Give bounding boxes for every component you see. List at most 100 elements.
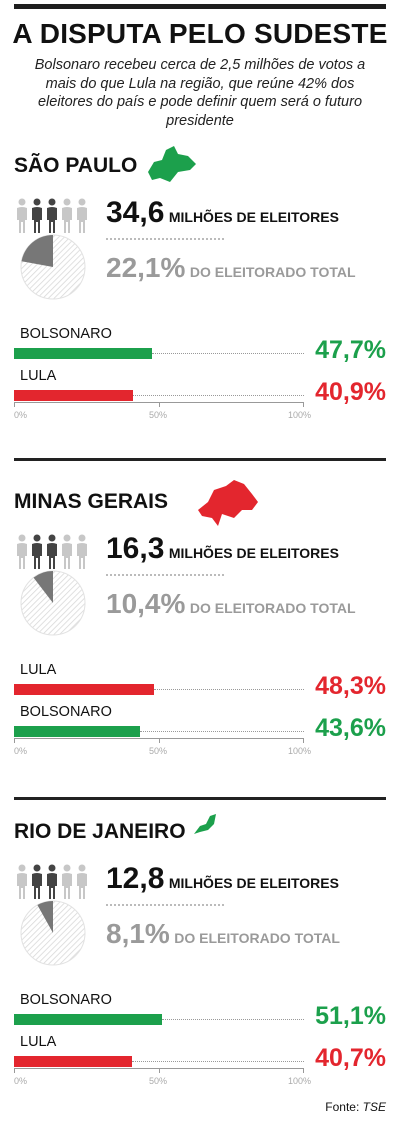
candidate-label: BOLSONARO <box>20 704 112 720</box>
people-silhouettes-icon <box>17 534 87 569</box>
leader-line <box>152 353 304 354</box>
x-tick <box>14 739 15 743</box>
state-map-icon <box>148 146 196 182</box>
x-axis <box>14 402 304 403</box>
x-axis <box>14 738 304 739</box>
electorate-share: 22,1% DO ELEITORADO TOTAL <box>106 252 356 284</box>
state-map-icon <box>194 814 216 834</box>
dotted-divider <box>106 238 224 240</box>
vote-bars: BOLSONARO 47,7% LULA 40,9% 0% 50% 100% <box>0 312 400 432</box>
voters-number: 12,8 <box>106 862 165 895</box>
dotted-divider <box>106 904 224 906</box>
person-silhouette <box>32 864 42 899</box>
candidate-label: BOLSONARO <box>20 992 112 1008</box>
x-tick-label: 100% <box>288 410 312 420</box>
section-divider <box>14 797 386 800</box>
page-title: A DISPUTA PELO SUDESTE <box>12 18 388 49</box>
state-title: SÃO PAULO <box>14 154 138 177</box>
candidate-percent: 40,7% <box>315 1044 386 1072</box>
voters-number: 34,6 <box>106 196 165 229</box>
person-silhouette <box>47 534 57 569</box>
leader-line <box>154 689 304 690</box>
leader-line <box>140 731 304 732</box>
share-label: DO ELEITORADO TOTAL <box>174 930 340 946</box>
leader-line <box>132 1061 304 1062</box>
page-subtitle: Bolsonaro recebeu cerca de 2,5 milhões d… <box>34 57 366 129</box>
leader-line <box>162 1019 304 1020</box>
vote-bars: LULA 48,3% BOLSONARO 43,6% 0% 50% 100% <box>0 648 400 768</box>
person-silhouette <box>62 864 72 899</box>
state-title: MINAS GERAIS <box>14 490 169 513</box>
person-silhouette <box>47 198 57 233</box>
state-section-rio-de-janeiro: RIO DE JANEIRO 12,8 MILHÕES DE ELEITORES… <box>0 814 400 1120</box>
share-label: DO ELEITORADO TOTAL <box>189 264 356 280</box>
source-note: Fonte: TSE <box>325 1100 386 1114</box>
x-tick <box>303 403 304 407</box>
candidate-bar <box>14 390 133 401</box>
vote-bars: BOLSONARO 51,1% LULA 40,7% 0% 50% 100% <box>0 978 400 1098</box>
voters-total: 12,8 MILHÕES DE ELEITORES <box>106 862 339 896</box>
x-tick-label: 0% <box>14 746 28 756</box>
person-silhouette <box>47 864 57 899</box>
share-label: DO ELEITORADO TOTAL <box>189 600 356 616</box>
person-silhouette <box>17 864 27 899</box>
x-tick <box>14 1069 15 1073</box>
electorate-share: 10,4% DO ELEITORADO TOTAL <box>106 588 356 620</box>
dotted-divider <box>106 574 224 576</box>
x-tick-label: 50% <box>149 746 168 756</box>
x-axis <box>14 1068 304 1069</box>
state-section-minas-gerais: MINAS GERAIS 16,3 MILHÕES DE ELEITORES 1… <box>0 480 400 790</box>
person-silhouette <box>62 534 72 569</box>
state-map-icon <box>198 480 258 526</box>
x-tick <box>303 739 304 743</box>
share-percent: 8,1% <box>106 918 170 949</box>
x-tick-label: 0% <box>14 1076 28 1086</box>
share-percent: 10,4% <box>106 588 186 619</box>
person-silhouette <box>17 534 27 569</box>
pie-share-slice <box>33 571 53 603</box>
pie-share-slice <box>37 901 53 933</box>
source-label: Fonte: <box>325 1100 360 1114</box>
x-tick <box>159 403 160 407</box>
person-silhouette <box>17 198 27 233</box>
share-percent: 22,1% <box>106 252 186 283</box>
candidate-bar <box>14 726 141 737</box>
candidate-percent: 48,3% <box>315 672 386 700</box>
electorate-share-pie <box>20 234 86 300</box>
candidate-label: LULA <box>20 368 57 384</box>
person-silhouette <box>62 198 72 233</box>
x-tick-label: 50% <box>149 410 168 420</box>
candidate-label: BOLSONARO <box>20 326 112 342</box>
electorate-share: 8,1% DO ELEITORADO TOTAL <box>106 918 340 950</box>
x-tick <box>14 403 15 407</box>
source-name: TSE <box>362 1100 386 1114</box>
x-tick-label: 100% <box>288 1076 312 1086</box>
x-tick-label: 100% <box>288 746 312 756</box>
x-tick <box>159 1069 160 1073</box>
candidate-percent: 51,1% <box>315 1002 386 1030</box>
voters-total: 34,6 MILHÕES DE ELEITORES <box>106 196 339 230</box>
candidate-label: LULA <box>20 1034 57 1050</box>
person-silhouette <box>32 534 42 569</box>
x-tick <box>303 1069 304 1073</box>
candidate-bar <box>14 348 153 359</box>
candidate-bar <box>14 1056 133 1067</box>
x-tick <box>159 739 160 743</box>
voters-label: MILHÕES DE ELEITORES <box>168 209 339 225</box>
voters-label: MILHÕES DE ELEITORES <box>168 875 339 891</box>
x-tick-label: 50% <box>149 1076 168 1086</box>
voters-label: MILHÕES DE ELEITORES <box>168 545 339 561</box>
candidate-percent: 43,6% <box>315 714 386 742</box>
voters-number: 16,3 <box>106 532 165 565</box>
pie-share-slice <box>21 235 53 267</box>
person-silhouette <box>77 198 87 233</box>
x-tick-label: 0% <box>14 410 28 420</box>
voters-total: 16,3 MILHÕES DE ELEITORES <box>106 532 339 566</box>
state-title: RIO DE JANEIRO <box>14 820 186 843</box>
state-section-sao-paulo: SÃO PAULO 34,6 MILHÕES DE ELEITORES 22,1… <box>0 146 400 454</box>
person-silhouette <box>77 864 87 899</box>
candidate-label: LULA <box>20 662 57 678</box>
electorate-share-pie <box>20 570 86 636</box>
person-silhouette <box>32 198 42 233</box>
candidate-percent: 40,9% <box>315 378 386 406</box>
